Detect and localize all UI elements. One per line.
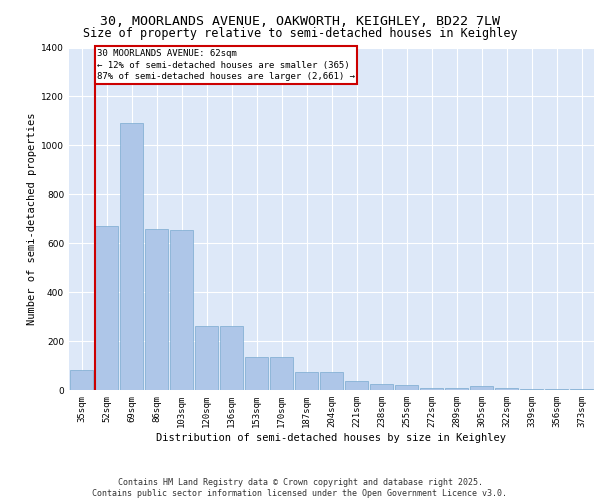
Bar	[95, 226, 118, 390]
Bar	[270, 357, 293, 390]
Bar	[495, 388, 518, 390]
Text: Contains HM Land Registry data © Crown copyright and database right 2025.
Contai: Contains HM Land Registry data © Crown c…	[92, 478, 508, 498]
Bar	[470, 386, 493, 390]
Bar	[245, 357, 268, 390]
Bar	[445, 388, 468, 390]
Text: 30, MOORLANDS AVENUE, OAKWORTH, KEIGHLEY, BD22 7LW: 30, MOORLANDS AVENUE, OAKWORTH, KEIGHLEY…	[100, 15, 500, 28]
Bar	[545, 389, 568, 390]
Bar	[320, 372, 343, 390]
Bar	[145, 228, 168, 390]
Bar	[395, 385, 418, 390]
Bar	[220, 326, 243, 390]
Bar	[120, 124, 143, 390]
Text: 30 MOORLANDS AVENUE: 62sqm
← 12% of semi-detached houses are smaller (365)
87% o: 30 MOORLANDS AVENUE: 62sqm ← 12% of semi…	[97, 48, 355, 82]
Bar	[520, 389, 543, 390]
Bar	[70, 370, 93, 390]
Bar	[370, 384, 393, 390]
Bar	[420, 388, 443, 390]
Y-axis label: Number of semi-detached properties: Number of semi-detached properties	[27, 112, 37, 325]
Bar	[570, 389, 593, 390]
X-axis label: Distribution of semi-detached houses by size in Keighley: Distribution of semi-detached houses by …	[157, 432, 506, 442]
Text: Size of property relative to semi-detached houses in Keighley: Size of property relative to semi-detach…	[83, 28, 517, 40]
Bar	[295, 372, 318, 390]
Bar	[345, 382, 368, 390]
Bar	[170, 230, 193, 390]
Bar	[195, 326, 218, 390]
